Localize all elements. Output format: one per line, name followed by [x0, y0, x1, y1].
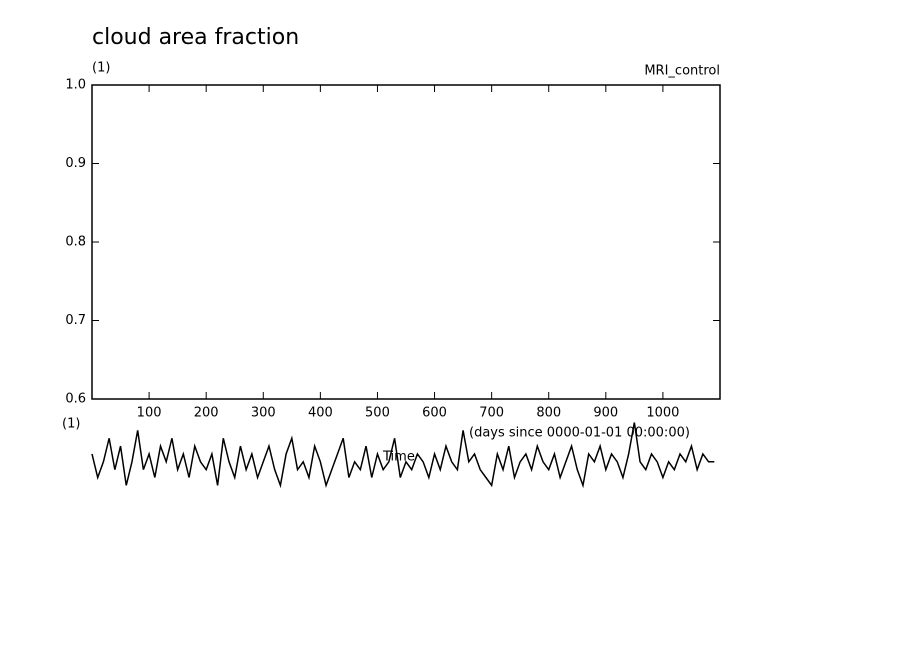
x-tick-label: 1000	[646, 406, 679, 421]
chart-title: cloud area fraction	[92, 25, 299, 50]
x-tick-label: 700	[479, 406, 504, 421]
y-tick-label: 1.0	[65, 78, 86, 93]
x-tick-label: 100	[137, 406, 162, 421]
x-tick-label: 500	[365, 406, 390, 421]
data-line	[91, 422, 715, 489]
x-unit: (days since 0000-01-01 00:00:00)	[469, 426, 690, 441]
x-tick-label: 800	[536, 406, 561, 421]
x-tick-label: 300	[251, 406, 276, 421]
x-tick-label: 600	[422, 406, 447, 421]
y-tick-label: 0.9	[65, 156, 86, 171]
x-tick-label: 200	[194, 406, 219, 421]
x-tick-label: 400	[308, 406, 333, 421]
subtitle: MRI_control	[644, 64, 720, 79]
y-unit: (1)	[92, 61, 110, 76]
y-tick-label: 0.6	[65, 392, 86, 407]
plot-frame	[91, 84, 721, 400]
x-tick-label: 900	[593, 406, 618, 421]
y-tick-label: 0.8	[65, 235, 86, 250]
y-tick-label: 0.7	[65, 313, 86, 328]
lower-unit: (1)	[62, 417, 80, 432]
